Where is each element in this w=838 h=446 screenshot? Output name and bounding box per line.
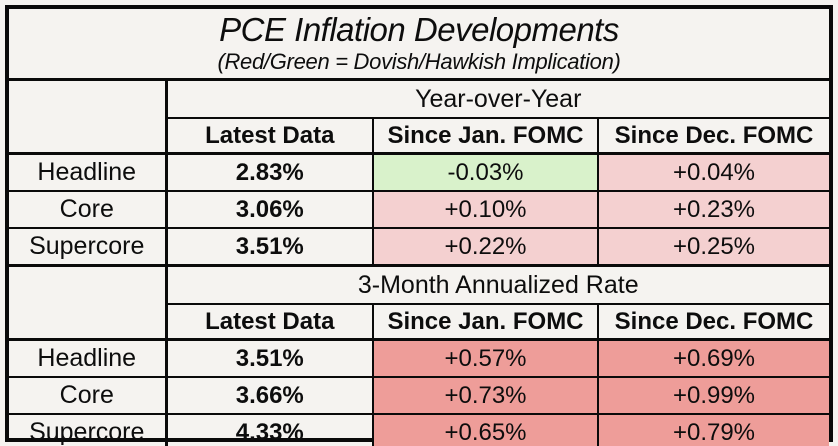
table-row-3mo-headline: Headline 3.51% +0.57% +0.69% [9, 338, 829, 379]
column-header-latest-data: Latest Data [166, 303, 374, 342]
page-subtitle: (Red/Green = Dovish/Hawkish Implication) [217, 48, 621, 74]
column-header-since-jan-fomc: Since Jan. FOMC [372, 117, 599, 156]
column-header-since-dec-fomc: Since Dec. FOMC [597, 117, 829, 156]
table-row-yoy-headline: Headline 2.83% -0.03% +0.04% [9, 152, 829, 193]
table-row-yoy-core: Core 3.06% +0.10% +0.23% [9, 190, 829, 230]
cell-since-jan-fomc: +0.22% [372, 227, 599, 267]
cell-latest-data: 2.83% [165, 152, 374, 193]
cell-since-jan-fomc: +0.57% [372, 338, 599, 379]
section-3-month-annualized: 3-Month Annualized Rate Latest Data Sinc… [9, 264, 829, 446]
cell-since-dec-fomc: +0.25% [597, 227, 829, 267]
cell-latest-data: 3.51% [165, 227, 374, 267]
column-header-since-jan-fomc: Since Jan. FOMC [372, 303, 599, 342]
cell-since-dec-fomc: +0.79% [597, 413, 829, 446]
cell-since-dec-fomc: +0.23% [597, 190, 829, 230]
section-title-yoy: Year-over-Year [165, 81, 829, 120]
row-label: Core [9, 190, 168, 230]
row-label: Core [9, 376, 168, 416]
section-header-row: 3-Month Annualized Rate [9, 264, 829, 342]
column-header-row: Latest Data Since Jan. FOMC Since Dec. F… [9, 303, 829, 342]
row-label: Supercore [9, 413, 168, 446]
pce-inflation-panel: PCE Inflation Developments (Red/Green = … [5, 5, 833, 446]
blank-corner-cell [9, 81, 168, 156]
cell-since-jan-fomc: +0.10% [372, 190, 599, 230]
cell-since-jan-fomc: -0.03% [372, 152, 599, 193]
column-header-row: Latest Data Since Jan. FOMC Since Dec. F… [9, 117, 829, 156]
row-label: Supercore [9, 227, 168, 267]
cell-since-jan-fomc: +0.65% [372, 413, 599, 446]
cell-latest-data: 3.66% [165, 376, 374, 416]
table-row-yoy-supercore: Supercore 3.51% +0.22% +0.25% [9, 227, 829, 267]
section-year-over-year: Year-over-Year Latest Data Since Jan. FO… [9, 81, 829, 267]
table-row-3mo-core: Core 3.66% +0.73% +0.99% [9, 376, 829, 416]
cell-since-dec-fomc: +0.04% [597, 152, 829, 193]
column-header-since-dec-fomc: Since Dec. FOMC [597, 303, 829, 342]
pce-inflation-table: Year-over-Year Latest Data Since Jan. FO… [9, 81, 829, 446]
row-label: Headline [9, 338, 168, 379]
cell-latest-data: 3.06% [165, 190, 374, 230]
row-label: Headline [9, 152, 168, 193]
section-header-row: Year-over-Year [9, 81, 829, 156]
cell-latest-data: 4.33% [165, 413, 374, 446]
cell-latest-data: 3.51% [165, 338, 374, 379]
cell-since-dec-fomc: +0.99% [597, 376, 829, 416]
page-title: PCE Inflation Developments [219, 11, 619, 48]
section-title-3-month: 3-Month Annualized Rate [165, 264, 829, 306]
title-block: PCE Inflation Developments (Red/Green = … [9, 9, 829, 82]
cell-since-jan-fomc: +0.73% [372, 376, 599, 416]
cell-since-dec-fomc: +0.69% [597, 338, 829, 379]
blank-corner-cell [9, 264, 168, 342]
table-row-3mo-supercore: Supercore 4.33% +0.65% +0.79% [9, 413, 829, 446]
column-header-latest-data: Latest Data [166, 117, 374, 156]
